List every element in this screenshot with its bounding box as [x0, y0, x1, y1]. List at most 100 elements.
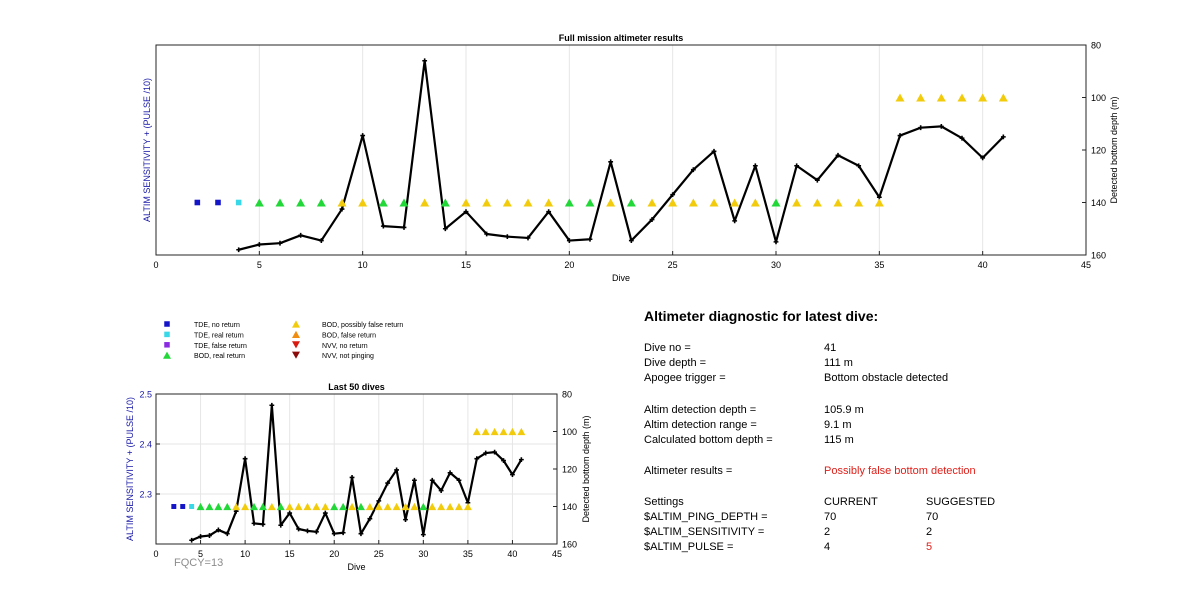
marker-bod-possibly-false-return: [792, 198, 802, 207]
plot-area: [155, 393, 558, 545]
marker-bod-possibly-false-return: [461, 198, 471, 207]
y-left-tick-label: 2.5: [139, 390, 152, 400]
marker-tde-no-return: [215, 199, 221, 206]
depth-point: [331, 531, 337, 537]
depth-point: [456, 477, 462, 483]
results-label: Altimeter results =: [644, 465, 733, 477]
depth-point: [484, 231, 490, 237]
legend-marker: [292, 351, 300, 359]
setting-suggested: 5: [926, 541, 933, 553]
dive-no-value: 41: [824, 342, 837, 354]
depth-point: [510, 472, 515, 478]
dive-depth-value: 111 m: [824, 357, 853, 369]
depth-point: [587, 236, 593, 242]
x-tick-label: 25: [668, 260, 678, 270]
altim-range-label: Altim detection range =: [644, 419, 757, 431]
marker-tde-real-return: [189, 504, 195, 509]
depth-point: [566, 238, 572, 243]
altim-range-value: 9.1 m: [824, 419, 852, 431]
depth-series-line: [238, 59, 1005, 251]
setting-current: 2: [824, 526, 831, 538]
x-tick-label: 20: [329, 549, 339, 559]
x-tick-label: 35: [874, 260, 884, 270]
depth-point: [340, 530, 346, 536]
depth-point: [690, 167, 696, 173]
marker-bod-real-return: [378, 198, 388, 207]
depth-point: [670, 192, 676, 198]
marker-bod-possibly-false-return: [428, 502, 437, 511]
marker-bod-real-return: [330, 502, 339, 511]
legend-marker: [164, 331, 170, 338]
x-tick-label: 15: [285, 549, 295, 559]
depth-point: [492, 449, 498, 455]
depth-point: [959, 135, 965, 141]
depth-point: [504, 234, 510, 240]
marker-bod-real-return: [276, 502, 285, 511]
marker-bod-real-return: [356, 502, 365, 511]
marker-bod-possibly-false-return: [709, 198, 719, 207]
x-tick-label: 30: [771, 260, 781, 270]
legend-label: BOD, false return: [322, 332, 376, 339]
y-left-tick-label: 2.4: [139, 440, 152, 450]
depth-point: [525, 235, 531, 241]
suggested-header: SUGGESTED: [926, 496, 996, 508]
depth-point: [429, 477, 435, 483]
legend-label: TDE, no return: [194, 322, 240, 329]
marker-bod-possibly-false-return: [833, 198, 843, 207]
depth-point: [349, 475, 355, 480]
y-right-tick-label: 120: [562, 465, 577, 475]
setting-name: $ALTIM_PING_DEPTH =: [644, 511, 768, 523]
setting-current: 4: [824, 541, 831, 553]
depth-point: [483, 450, 489, 456]
legend-marker: [292, 330, 300, 338]
marker-bod-possibly-false-return: [544, 198, 554, 207]
x-tick-label: 40: [507, 549, 517, 559]
depth-point: [367, 516, 373, 522]
chart-title: Full mission altimeter results: [559, 33, 684, 43]
depth-point: [318, 238, 324, 243]
marker-bod-possibly-false-return: [446, 502, 455, 511]
depth-point: [296, 526, 301, 532]
marker-bod-possibly-false-return: [606, 198, 616, 207]
depth-point: [224, 531, 230, 537]
x-tick-label: 5: [198, 549, 203, 559]
marker-bod-possibly-false-return: [383, 502, 392, 511]
marker-bod-real-return: [339, 502, 348, 511]
marker-bod-possibly-false-return: [812, 198, 822, 207]
y-right-tick-label: 160: [562, 540, 577, 550]
depth-point: [360, 133, 366, 138]
marker-bod-possibly-false-return: [688, 198, 698, 207]
marker-bod-possibly-false-return: [337, 198, 347, 207]
marker-bod-possibly-false-return: [358, 198, 368, 207]
legend-label: TDE, false return: [194, 343, 247, 350]
marker-bod-possibly-false-return: [874, 198, 884, 207]
marker-bod-real-return: [564, 198, 574, 207]
y-left-axis-label: ALTIM SENSITIVITY + (PULSE /10): [142, 78, 152, 222]
depth-point: [314, 529, 319, 535]
depth-point: [376, 498, 382, 504]
marker-tde-no-return: [180, 504, 186, 509]
x-tick-label: 20: [564, 260, 574, 270]
marker-bod-possibly-false-return: [916, 93, 926, 102]
x-tick-label: 40: [978, 260, 988, 270]
y-right-tick-label: 100: [1091, 93, 1106, 103]
depth-point: [628, 238, 634, 243]
legend-label: BOD, possibly false return: [322, 322, 403, 329]
x-tick-label: 30: [418, 549, 428, 559]
marker-bod-possibly-false-return: [374, 502, 383, 511]
x-tick-label: 35: [463, 549, 473, 559]
depth-point: [412, 477, 417, 483]
depth-point: [1000, 134, 1006, 140]
y-right-tick-label: 80: [1091, 41, 1101, 51]
y-left-axis-label: ALTIM SENSITIVITY + (PULSE /10): [125, 397, 135, 541]
marker-bod-possibly-false-return: [517, 427, 526, 436]
marker-bod-possibly-false-return: [410, 502, 419, 511]
marker-bod-real-return: [585, 198, 595, 207]
x-axis-label: Dive: [612, 273, 630, 283]
depth-series-line: [191, 404, 523, 542]
marker-bod-possibly-false-return: [647, 198, 657, 207]
depth-point: [198, 534, 203, 539]
marker-bod-possibly-false-return: [285, 502, 294, 511]
y-right-axis-label: Detected bottom depth (m): [581, 415, 591, 522]
depth-point: [207, 533, 212, 538]
